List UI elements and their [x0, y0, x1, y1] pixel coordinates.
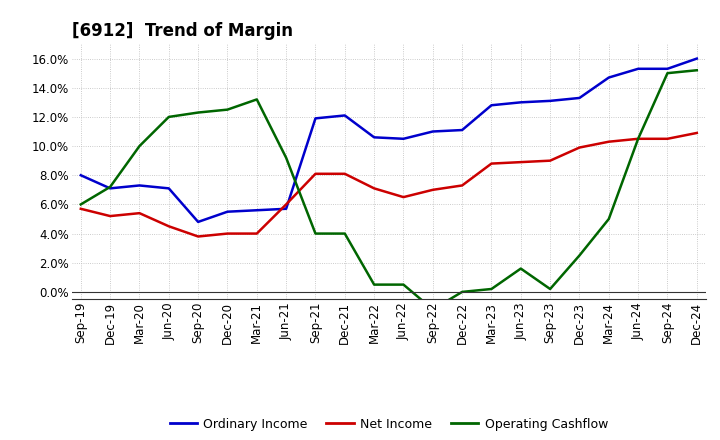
- Ordinary Income: [370, 135, 379, 140]
- Net Income: [516, 159, 525, 165]
- Net Income: [282, 202, 290, 207]
- Operating Cashflow: [516, 266, 525, 271]
- Operating Cashflow: [399, 282, 408, 287]
- Net Income: [487, 161, 496, 166]
- Net Income: [253, 231, 261, 236]
- Ordinary Income: [311, 116, 320, 121]
- Net Income: [194, 234, 202, 239]
- Operating Cashflow: [194, 110, 202, 115]
- Net Income: [634, 136, 642, 141]
- Operating Cashflow: [135, 143, 144, 149]
- Ordinary Income: [223, 209, 232, 214]
- Operating Cashflow: [575, 253, 584, 258]
- Ordinary Income: [546, 98, 554, 103]
- Ordinary Income: [76, 172, 85, 178]
- Net Income: [135, 210, 144, 216]
- Operating Cashflow: [693, 68, 701, 73]
- Operating Cashflow: [311, 231, 320, 236]
- Ordinary Income: [693, 56, 701, 61]
- Ordinary Income: [106, 186, 114, 191]
- Ordinary Income: [663, 66, 672, 71]
- Line: Operating Cashflow: Operating Cashflow: [81, 70, 697, 309]
- Operating Cashflow: [253, 97, 261, 102]
- Operating Cashflow: [634, 136, 642, 141]
- Operating Cashflow: [164, 114, 173, 120]
- Net Income: [76, 206, 85, 212]
- Ordinary Income: [399, 136, 408, 141]
- Ordinary Income: [253, 208, 261, 213]
- Operating Cashflow: [106, 184, 114, 190]
- Net Income: [546, 158, 554, 163]
- Net Income: [428, 187, 437, 192]
- Ordinary Income: [487, 103, 496, 108]
- Operating Cashflow: [370, 282, 379, 287]
- Ordinary Income: [428, 129, 437, 134]
- Ordinary Income: [516, 100, 525, 105]
- Net Income: [106, 213, 114, 219]
- Operating Cashflow: [223, 107, 232, 112]
- Ordinary Income: [605, 75, 613, 80]
- Operating Cashflow: [282, 155, 290, 161]
- Ordinary Income: [194, 219, 202, 224]
- Net Income: [164, 224, 173, 229]
- Ordinary Income: [282, 206, 290, 212]
- Operating Cashflow: [546, 286, 554, 292]
- Line: Ordinary Income: Ordinary Income: [81, 59, 697, 222]
- Ordinary Income: [164, 186, 173, 191]
- Legend: Ordinary Income, Net Income, Operating Cashflow: Ordinary Income, Net Income, Operating C…: [165, 413, 613, 436]
- Operating Cashflow: [605, 216, 613, 222]
- Ordinary Income: [458, 128, 467, 133]
- Net Income: [663, 136, 672, 141]
- Net Income: [458, 183, 467, 188]
- Net Income: [311, 171, 320, 176]
- Line: Net Income: Net Income: [81, 133, 697, 236]
- Operating Cashflow: [487, 286, 496, 292]
- Net Income: [693, 130, 701, 136]
- Net Income: [575, 145, 584, 150]
- Net Income: [370, 186, 379, 191]
- Text: [6912]  Trend of Margin: [6912] Trend of Margin: [72, 22, 293, 40]
- Net Income: [223, 231, 232, 236]
- Net Income: [341, 171, 349, 176]
- Operating Cashflow: [76, 202, 85, 207]
- Operating Cashflow: [458, 289, 467, 294]
- Ordinary Income: [575, 95, 584, 101]
- Operating Cashflow: [663, 70, 672, 76]
- Ordinary Income: [135, 183, 144, 188]
- Operating Cashflow: [428, 307, 437, 312]
- Ordinary Income: [341, 113, 349, 118]
- Operating Cashflow: [341, 231, 349, 236]
- Ordinary Income: [634, 66, 642, 71]
- Net Income: [399, 194, 408, 200]
- Net Income: [605, 139, 613, 144]
